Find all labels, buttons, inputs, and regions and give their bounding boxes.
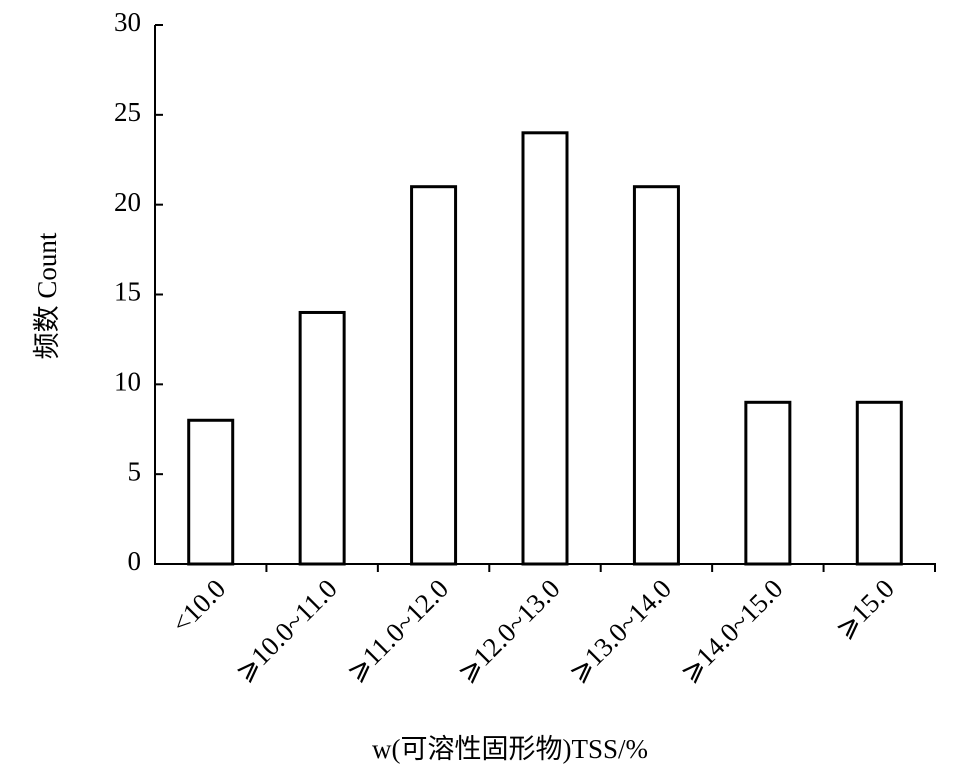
x-tick-label: ⩾15.0: [829, 573, 900, 644]
x-tick-label: <10.0: [166, 573, 231, 638]
y-tick-label: 0: [128, 546, 142, 576]
x-tick-label: ⩾13.0~14.0: [563, 573, 677, 687]
bar: [855, 400, 903, 566]
y-tick-label: 5: [128, 456, 142, 486]
x-tick-label: ⩾12.0~13.0: [451, 573, 565, 687]
bar: [744, 400, 792, 566]
bar: [521, 131, 569, 566]
y-tick-label: 20: [114, 187, 141, 217]
x-tick-label: ⩾14.0~15.0: [674, 573, 788, 687]
y-tick-label: 30: [114, 7, 141, 37]
bar: [187, 418, 235, 566]
bar: [632, 185, 680, 566]
y-tick-label: 25: [114, 97, 141, 127]
y-tick-label: 15: [114, 277, 141, 307]
bar: [298, 310, 346, 566]
x-axis-title: w(可溶性固形物)TSS/%: [372, 734, 648, 764]
x-tick-label: ⩾11.0~12.0: [341, 573, 455, 687]
x-tick-label: ⩾10.0~11.0: [229, 573, 343, 687]
y-axis-title: 频数 Count: [32, 232, 62, 359]
bar: [410, 185, 458, 566]
y-tick-label: 10: [114, 367, 141, 397]
